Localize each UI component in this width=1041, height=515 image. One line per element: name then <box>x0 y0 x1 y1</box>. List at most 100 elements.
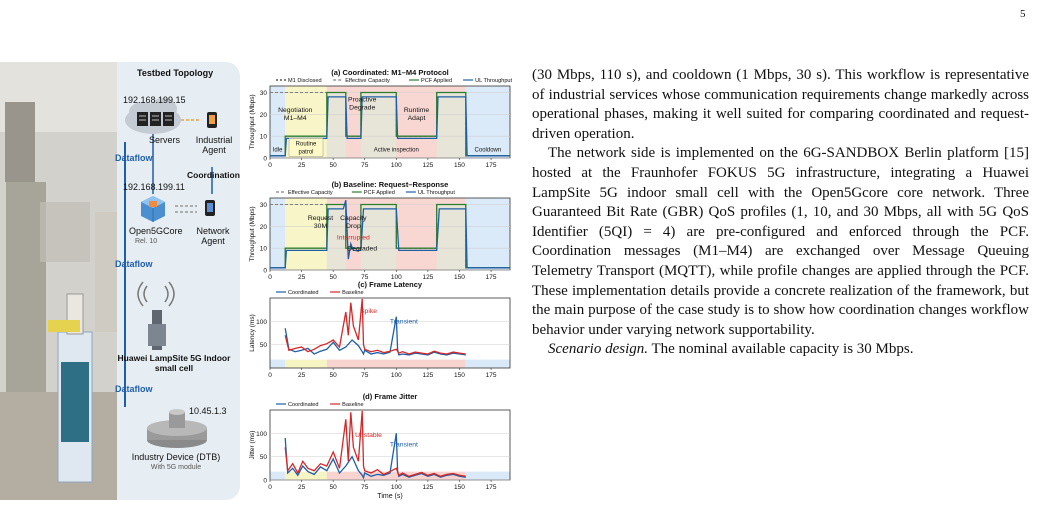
x-tick-label: 100 <box>391 484 402 491</box>
y-tick-label: 100 <box>256 431 267 438</box>
x-tick-label: 50 <box>330 162 338 169</box>
series-line <box>270 91 510 157</box>
x-tick-label: 50 <box>330 372 338 379</box>
paragraph-3: Scenario design. The nominal available c… <box>532 340 1029 360</box>
phase-band <box>270 359 286 368</box>
series-line <box>284 316 466 356</box>
phone-icon <box>207 112 217 128</box>
annotation: Capacity <box>340 215 367 222</box>
y-tick-label: 10 <box>260 134 268 141</box>
servers-ip: 192.168.199.15 <box>123 95 186 105</box>
phase-label: patrol <box>298 149 313 155</box>
annotation: Negotiation <box>278 107 313 114</box>
phase-band <box>465 359 510 368</box>
annotation: Proactive <box>348 96 377 103</box>
pcf-band <box>436 204 466 270</box>
y-tick-label: 50 <box>260 454 268 461</box>
legend-label: UL Throughput <box>475 78 512 84</box>
x-tick-label: 150 <box>454 274 465 281</box>
paragraph-1: (30 Mbps, 110 s), and cooldown (1 Mbps, … <box>532 67 1029 142</box>
x-tick-label: 175 <box>486 274 497 281</box>
phase-label-box <box>288 138 324 157</box>
results-charts: 0 10 20 30 0 25 50 75 100 125 150 175 (a) Coordinate… <box>240 62 520 502</box>
series-line <box>270 203 510 269</box>
annotation: Unstable <box>355 432 382 439</box>
scenario-text: The nominal available capacity is 30 Mbp… <box>647 341 914 358</box>
annotation: Degrade <box>349 104 375 111</box>
series-line <box>284 298 466 355</box>
phase-label: Routine <box>296 141 317 147</box>
x-tick-label: 150 <box>454 484 465 491</box>
x-tick-label: 125 <box>422 162 433 169</box>
phase-band <box>270 86 286 158</box>
annotation: Runtime <box>404 107 430 114</box>
x-tick-label: 125 <box>422 274 433 281</box>
y-tick-label: 30 <box>260 202 268 209</box>
y-axis-label: Throughput (Mbps) <box>249 94 256 149</box>
x-tick-label: 75 <box>361 372 369 379</box>
annotation: M1–M4 <box>284 115 307 122</box>
x-tick-label: 25 <box>298 372 306 379</box>
phase-band <box>270 198 286 270</box>
network-agent-label: Network Agent <box>196 226 230 246</box>
annotation: Degraded <box>347 245 377 252</box>
phase-band <box>326 359 466 368</box>
industrial-agent-label: Industrial Agent <box>195 135 233 155</box>
x-tick-label: 25 <box>298 484 306 491</box>
pcf-band <box>326 92 346 158</box>
y-tick-label: 100 <box>256 319 267 326</box>
legend-label: Baseline <box>342 402 363 408</box>
legend-label: Effective Capacity <box>288 190 333 196</box>
x-tick-label: 75 <box>361 274 369 281</box>
testbed-topology: Testbed Topology 192.168.199.15 Servers … <box>115 62 240 500</box>
chart-title: (b) Baseline: Request–Response <box>332 180 449 189</box>
phase-band <box>285 359 327 368</box>
y-tick-label: 10 <box>260 246 268 253</box>
x-tick-label: 100 <box>391 162 402 169</box>
phase-band <box>285 198 327 270</box>
x-tick-label: 0 <box>268 372 272 379</box>
x-tick-label: 50 <box>330 274 338 281</box>
chart-title: (a) Coordinated: M1–M4 Protocol <box>331 68 449 77</box>
y-tick-label: 50 <box>260 342 268 349</box>
device-label: Industry Device (DTB) <box>131 452 221 462</box>
phase-band <box>465 198 510 270</box>
servers-label: Servers <box>149 135 181 145</box>
dataflow-label-1: Dataflow <box>115 153 153 163</box>
series-line <box>284 410 466 477</box>
x-tick-label: 75 <box>361 162 369 169</box>
x-tick-label: 150 <box>454 162 465 169</box>
pcf-band <box>360 92 397 158</box>
device-sub: With 5G module <box>150 464 202 471</box>
annotation: Interrupted <box>337 234 370 241</box>
x-tick-label: 100 <box>391 372 402 379</box>
x-tick-label: 175 <box>486 162 497 169</box>
phase-band <box>285 471 327 480</box>
y-tick-label: 0 <box>263 156 267 163</box>
legend-label: Coordinated <box>288 402 318 408</box>
x-tick-label: 0 <box>268 484 272 491</box>
server-icon <box>137 112 174 126</box>
x-tick-label: 25 <box>298 274 306 281</box>
annotation: Drop <box>346 223 361 230</box>
legend: M1 Disclosed Effective Capacity PCF Applie… <box>276 78 513 84</box>
legend-label: M1 Disclosed <box>288 78 322 84</box>
pcf-band <box>326 204 346 270</box>
annotation: Adapt <box>408 115 426 122</box>
phase-label: Idle <box>273 147 283 153</box>
core-rel: Rel. 10 <box>135 238 158 245</box>
topology-drawing <box>124 98 217 448</box>
device-icon <box>147 409 207 448</box>
y-tick-label: 0 <box>263 478 267 485</box>
x-tick-label: 125 <box>422 372 433 379</box>
phase-label: Active inspection <box>374 147 419 153</box>
plot-frame <box>269 297 511 369</box>
legend-label: Effective Capacity <box>345 78 390 84</box>
lampsite-label: Huawei LampSite 5G Indoor small cell <box>117 353 231 373</box>
x-tick-label: 0 <box>268 274 272 281</box>
y-axis-label: Throughput (Mbps) <box>249 206 256 261</box>
dataflow-label-2: Dataflow <box>115 259 153 269</box>
phase-band <box>326 471 466 480</box>
pcf-band <box>360 204 397 270</box>
legend-label: PCF Applied <box>421 78 452 84</box>
